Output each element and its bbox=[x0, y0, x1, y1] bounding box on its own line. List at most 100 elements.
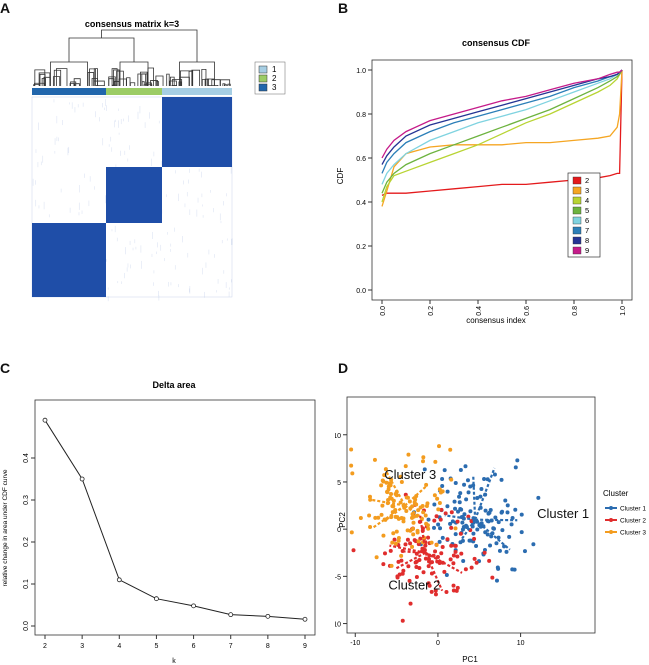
dendrogram-branch bbox=[73, 78, 81, 86]
pca-point bbox=[398, 474, 403, 479]
cdf-series-line bbox=[381, 69, 623, 196]
cdf-series-line bbox=[381, 69, 623, 165]
pca-point bbox=[502, 544, 507, 549]
heatmap-noise bbox=[164, 258, 165, 262]
heatmap-noise bbox=[186, 192, 188, 197]
pca-point bbox=[453, 532, 458, 537]
heatmap-noise bbox=[81, 210, 83, 214]
pca-point bbox=[435, 496, 440, 501]
pca-point bbox=[394, 529, 399, 534]
legend-box bbox=[254, 61, 286, 95]
pca-point bbox=[449, 510, 454, 515]
delta-title: Delta area bbox=[152, 380, 196, 390]
delta-point bbox=[42, 417, 48, 423]
cdf-legend-box bbox=[567, 172, 601, 258]
pca-point bbox=[494, 578, 499, 583]
pca-point bbox=[474, 543, 479, 548]
pca-point bbox=[434, 514, 439, 519]
heatmap-noise bbox=[56, 136, 58, 141]
delta-xtick-label: 9 bbox=[303, 643, 307, 650]
pca-point bbox=[437, 487, 442, 492]
dendrogram-branch bbox=[33, 84, 41, 86]
delta-xtick-label: 8 bbox=[266, 643, 270, 650]
pca-point bbox=[408, 541, 413, 546]
pca-plot-frame bbox=[346, 396, 596, 634]
pca-point bbox=[416, 539, 421, 544]
cdf-series-line bbox=[381, 69, 623, 159]
heatmap-noise bbox=[69, 102, 70, 105]
cdf-ylabel: CDF bbox=[336, 168, 345, 185]
pca-point bbox=[408, 601, 413, 606]
consensus-matrix-title: consensus matrix k=3 bbox=[85, 19, 179, 29]
pca-point bbox=[448, 521, 453, 526]
pca-xlabel: PC1 bbox=[462, 655, 478, 664]
annotation-segment bbox=[106, 88, 162, 95]
pca-point bbox=[411, 520, 416, 525]
cdf-legend-label: 7 bbox=[585, 226, 589, 235]
pca-point bbox=[433, 549, 438, 554]
consensus-block bbox=[32, 223, 106, 297]
heatmap-noise bbox=[160, 244, 162, 251]
heatmap-noise bbox=[184, 203, 186, 208]
pca-xtick-label: 10 bbox=[517, 640, 525, 647]
heatmap-noise bbox=[201, 171, 202, 178]
heatmap-noise bbox=[60, 188, 62, 193]
pca-point bbox=[429, 589, 434, 594]
pca-point bbox=[468, 484, 473, 489]
heatmap-noise bbox=[111, 229, 113, 232]
pca-point bbox=[389, 492, 394, 497]
heatmap-noise bbox=[158, 290, 159, 296]
cdf-xtick-label: 0.4 bbox=[476, 306, 483, 316]
pca-ytick-label: 0 bbox=[337, 527, 341, 534]
pca-centroid-spoke bbox=[395, 551, 427, 570]
heatmap-noise bbox=[115, 164, 117, 168]
cdf-series-line bbox=[381, 69, 623, 207]
pca-point bbox=[376, 515, 381, 520]
delta-point bbox=[302, 616, 308, 622]
heatmap-noise bbox=[223, 201, 224, 206]
pca-point bbox=[390, 504, 395, 509]
pca-point bbox=[519, 512, 524, 517]
heatmap-noise bbox=[202, 204, 203, 207]
pca-point bbox=[421, 570, 426, 575]
heatmap-noise bbox=[170, 282, 172, 286]
dendrogram-branch bbox=[201, 79, 206, 86]
dendrogram-branch bbox=[43, 76, 51, 86]
pca-point bbox=[500, 509, 505, 514]
pca-point bbox=[367, 513, 372, 518]
delta-ytick-label: 0.0 bbox=[23, 621, 30, 631]
heatmap-noise bbox=[213, 208, 214, 213]
cdf-ytick-label: 0.6 bbox=[356, 156, 366, 163]
pca-point bbox=[460, 520, 465, 525]
heatmap-noise bbox=[196, 209, 198, 217]
pca-legend-dot bbox=[609, 530, 613, 534]
heatmap-noise bbox=[115, 119, 116, 122]
consensus-block bbox=[162, 97, 232, 167]
pca-point bbox=[452, 543, 457, 548]
pca-point bbox=[449, 543, 454, 548]
pca-scatter-chart: PC1 PC2 Cluster -10 0 10 -10 -5 0 5 10 Cluster 1… bbox=[335, 396, 646, 664]
heatmap-noise bbox=[214, 254, 215, 258]
pca-point bbox=[434, 542, 439, 547]
dendrogram-branch bbox=[141, 81, 145, 86]
pca-point bbox=[490, 575, 495, 580]
pca-point bbox=[536, 495, 541, 500]
heatmap-noise bbox=[178, 284, 179, 288]
pca-centroid-spoke bbox=[425, 551, 463, 574]
pca-point bbox=[455, 554, 460, 559]
pca-point bbox=[424, 504, 429, 509]
heatmap-noise bbox=[54, 138, 56, 145]
heatmap-noise bbox=[35, 149, 37, 153]
pca-point bbox=[379, 483, 384, 488]
dendrogram-branch bbox=[166, 73, 170, 86]
pca-centroid-spoke bbox=[475, 518, 518, 522]
pca-centroid-spoke bbox=[371, 498, 406, 507]
heatmap-noise bbox=[118, 132, 120, 135]
heatmap-noise bbox=[69, 207, 71, 213]
delta-xtick-label: 7 bbox=[229, 643, 233, 650]
pca-point bbox=[510, 516, 515, 521]
pca-centroid-spoke bbox=[474, 518, 511, 551]
pca-point bbox=[414, 574, 419, 579]
pca-point bbox=[431, 525, 436, 530]
dendrogram-branch bbox=[137, 73, 147, 86]
